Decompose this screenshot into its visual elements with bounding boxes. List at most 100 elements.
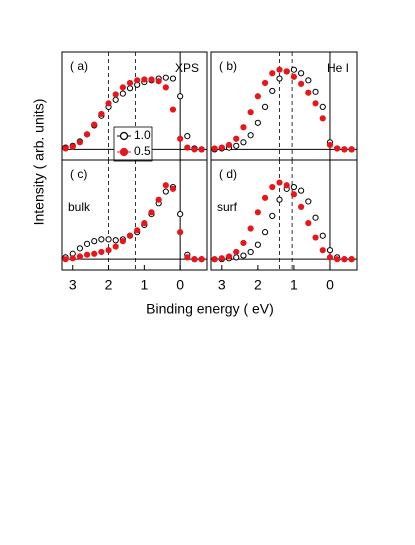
x-tick-label: 1 [290, 277, 298, 293]
data-point [155, 78, 162, 85]
data-point [76, 245, 84, 252]
data-point [162, 74, 169, 81]
data-point [305, 89, 312, 96]
data-point [319, 115, 326, 122]
data-point [312, 100, 319, 107]
data-point [126, 79, 134, 87]
data-point [269, 87, 276, 95]
data-point [298, 70, 305, 77]
data-point [83, 240, 91, 247]
panel-text: surf [217, 200, 238, 214]
x-tick-label: 3 [218, 277, 226, 293]
data-point [247, 132, 254, 139]
panel-frame [210, 159, 358, 271]
data-point [191, 146, 198, 153]
panel-frame [61, 159, 208, 271]
x-tick-label: 2 [254, 277, 262, 293]
data-point [341, 146, 348, 153]
data-point [240, 139, 247, 146]
data-point [211, 256, 218, 263]
data-point [119, 84, 126, 91]
data-point [276, 75, 283, 82]
legend-marker [119, 147, 129, 157]
data-point [98, 110, 105, 118]
data-point [261, 229, 269, 236]
data-point [312, 214, 319, 221]
data-point [91, 250, 98, 257]
data-point [91, 238, 98, 245]
panel-label: ( b) [219, 59, 237, 73]
data-point [191, 256, 198, 263]
y-axis-label: Intensity ( arb. units) [31, 99, 47, 226]
data-point [177, 135, 184, 142]
data-point [348, 256, 355, 263]
data-point [261, 103, 269, 110]
data-point [269, 212, 276, 220]
data-point [169, 75, 177, 82]
data-point [69, 255, 76, 262]
data-point [112, 243, 119, 250]
data-point [119, 90, 126, 97]
panel-label: ( c) [70, 167, 87, 181]
data-point [177, 210, 184, 218]
data-point [290, 66, 298, 73]
data-point [126, 232, 134, 239]
data-point [141, 220, 148, 227]
x-tick-label: 0 [326, 277, 334, 293]
data-point [169, 106, 177, 113]
data-point [148, 76, 155, 83]
data-point [254, 241, 261, 248]
data-point [290, 73, 298, 80]
data-point [112, 91, 119, 98]
panel-label: ( a) [70, 59, 88, 73]
data-point [98, 236, 105, 243]
data-point [198, 256, 205, 263]
data-point [276, 66, 283, 73]
data-point [326, 247, 334, 254]
data-point [334, 145, 341, 152]
data-point [198, 146, 205, 153]
panel-text: XPS [175, 61, 199, 75]
data-point [177, 229, 184, 236]
legend-marker [119, 131, 129, 141]
data-point [225, 253, 233, 260]
data-point [218, 144, 225, 151]
data-point [276, 179, 283, 186]
data-point [105, 247, 112, 254]
data-point [312, 234, 319, 241]
data-point [269, 70, 276, 77]
legend-label: 1.0 [134, 128, 151, 142]
data-point [119, 238, 126, 245]
data-point [247, 109, 254, 116]
x-tick-label: 1 [140, 277, 148, 293]
data-point [326, 254, 334, 261]
data-point [319, 103, 326, 110]
data-point [247, 225, 254, 232]
data-point [184, 144, 191, 151]
data-point [254, 209, 261, 216]
data-point [254, 119, 261, 126]
data-point [233, 254, 240, 261]
data-point [283, 182, 290, 189]
data-point [240, 252, 247, 259]
data-point [233, 135, 240, 142]
data-point [112, 96, 119, 103]
data-point [334, 256, 341, 263]
panel-text: bulk [68, 200, 91, 214]
data-point [290, 191, 298, 198]
data-point [141, 76, 148, 83]
data-point [341, 256, 348, 263]
legend-label: 0.5 [134, 144, 151, 158]
data-point [348, 146, 355, 153]
data-point [155, 196, 162, 203]
data-point [62, 145, 69, 152]
data-point [112, 237, 119, 244]
data-point [148, 209, 155, 216]
data-point [76, 253, 84, 260]
data-point [169, 185, 177, 192]
data-point [298, 187, 305, 194]
data-point [326, 141, 334, 149]
panel-label: ( d) [219, 167, 237, 181]
x-tick-label: 0 [176, 277, 184, 293]
